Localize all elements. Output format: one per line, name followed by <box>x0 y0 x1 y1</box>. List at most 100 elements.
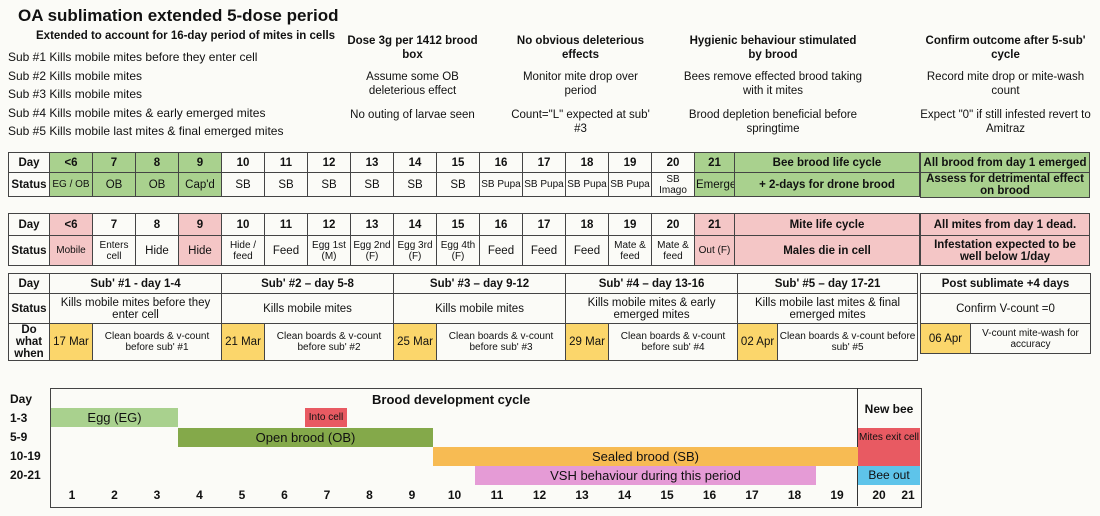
status-label: Status <box>8 293 50 324</box>
axis-tick-label: 10 <box>447 488 462 502</box>
sub-day-cell: Sub' #5 – day 17-21 <box>737 273 919 294</box>
note-heading: No obvious deleterious effects <box>516 35 645 61</box>
note-line: Brood depletion beneficial before spring… <box>688 109 858 135</box>
day-cell: <6 <box>49 213 93 236</box>
day-cell: 17 <box>522 152 566 173</box>
axis-tick-label: 1 <box>68 488 76 502</box>
day-cell: 21 <box>694 152 735 173</box>
note-line: Assume some OB deleterious effect <box>366 71 459 97</box>
day-cell: 19 <box>608 152 652 173</box>
status-cell: Emerge <box>694 172 735 197</box>
note-heading: Hygienic behaviour stimulated by brood <box>689 35 857 61</box>
sub-item: Sub #3 Kills mobile mites <box>8 87 143 101</box>
mites-exit-bar: Mites exit cell <box>858 428 920 466</box>
day-cell: 10 <box>221 152 265 173</box>
post-day-cell: Post sublimate +4 days <box>919 273 1092 294</box>
axis-tick-label: 14 <box>617 488 632 502</box>
day-cell: 13 <box>350 213 394 236</box>
sub-status-cell: Kills mobile mites before they enter cel… <box>48 293 223 324</box>
mite-outcome-line: Infestation expected to be well below 1/… <box>920 235 1090 266</box>
sub-item: Sub #4 Kills mobile mites & early emerge… <box>8 105 266 120</box>
bee-out-bar: Bee out <box>858 466 920 485</box>
sealed-brood-bar: Sealed brood (SB) <box>433 447 858 466</box>
status-cell: Feed <box>522 235 566 266</box>
sub-status-cell: Kills mobile mites & early emerged mites <box>565 293 739 324</box>
status-cell: Hide <box>135 235 179 266</box>
note-line: No outing of larvae seen <box>350 109 475 121</box>
brood-chart-frame <box>50 388 922 508</box>
note-line: Count="L" expected at sub' #3 <box>511 109 650 135</box>
axis-tick-label: 13 <box>575 488 589 502</box>
axis-tick-label: 16 <box>702 488 717 502</box>
sub-action-cell: Clean boards & v-count before sub' #3 <box>436 323 567 361</box>
sub-date-cell: 25 Mar <box>393 323 438 361</box>
status-cell: SB Pupa <box>479 172 523 197</box>
day-cell: 15 <box>436 213 480 236</box>
day-cell: 16 <box>479 152 523 173</box>
status-cell: Out (F) <box>694 235 735 266</box>
brood-life-table: Day <6 7 8 9 10 11 12 13 14 15 16 17 18 … <box>8 152 920 197</box>
day-cell: 9 <box>178 213 222 236</box>
vsh-bar: VSH behaviour during this period <box>475 466 816 485</box>
status-cell: Enters cell <box>92 235 136 266</box>
status-cell: SB <box>393 172 437 197</box>
day-cell: 8 <box>135 213 179 236</box>
note-dose: Dose 3g per 1412 brood box Assume some O… <box>345 34 480 132</box>
axis-tick-label: 21 <box>901 488 915 502</box>
sub-status-cell: Kills mobile last mites & final emerged … <box>737 293 919 324</box>
note-hygienic: Hygienic behaviour stimulated by brood B… <box>683 34 863 146</box>
sub-date-cell: 29 Mar <box>565 323 610 361</box>
axis-tick-label: 17 <box>745 488 759 502</box>
new-bee-label: New bee <box>864 402 914 416</box>
when-label: Do what when <box>8 323 50 361</box>
post-action-cell: V-count mite-wash for accuracy <box>969 323 1092 354</box>
day-cell: 19 <box>608 213 652 236</box>
note-heading: Confirm outcome after 5-sub' cycle <box>925 35 1086 61</box>
status-cell: SB Pupa <box>565 172 609 197</box>
page-subtitle: Extended to account for 16-day period of… <box>36 30 336 42</box>
axis-tick-label: 11 <box>490 488 504 502</box>
day-cell: 7 <box>92 213 136 236</box>
sub-status-cell: Kills mobile mites <box>221 293 395 324</box>
day-cell: 14 <box>393 213 437 236</box>
day-cell: 21 <box>694 213 735 236</box>
axis-tick-label: 12 <box>532 488 547 502</box>
sub-action-cell: Clean boards & v-count before sub' #2 <box>264 323 395 361</box>
axis-tick-label: 3 <box>153 488 161 502</box>
axis-tick-label: 8 <box>366 488 373 502</box>
sub-action-cell: Clean boards & v-count before sub' #1 <box>91 323 223 361</box>
day-cell: 10 <box>221 213 265 236</box>
status-cell: Egg 1st (M) <box>307 235 351 266</box>
egg-bar: Egg (EG) <box>51 408 178 427</box>
brood-row-label: 20-21 <box>10 468 41 482</box>
note-line: Record mite drop or mite-wash count <box>926 71 1085 97</box>
day-cell: 7 <box>92 152 136 173</box>
day-cell: 15 <box>436 152 480 173</box>
axis-tick-label: 19 <box>830 488 844 502</box>
day-cell: 14 <box>393 152 437 173</box>
note-heading: Dose 3g per 1412 brood box <box>347 35 478 61</box>
day-label: Day <box>8 152 50 173</box>
into-cell-bar: Into cell <box>305 408 347 427</box>
brood-day-label: Day <box>10 392 33 406</box>
post-date-cell: 06 Apr <box>920 323 971 354</box>
brood-row-label: 5-9 <box>10 430 28 444</box>
sub-day-cell: Sub' #3 – day 9-12 <box>393 273 567 294</box>
note-line: Expect "0" if still infested revert to A… <box>920 109 1091 135</box>
status-cell: Hide <box>178 235 222 266</box>
sub-status-cell: Kills mobile mites <box>393 293 567 324</box>
axis-tick-label: 9 <box>408 488 416 502</box>
status-cell: Mate & feed <box>651 235 695 266</box>
day-cell: <6 <box>49 152 93 173</box>
day-cell: 9 <box>178 152 222 173</box>
status-cell: SB <box>264 172 308 197</box>
status-cell: OB <box>135 172 179 197</box>
schedule-table: Day Sub' #1 - day 1-4 Sub' #2 – day 5-8 … <box>8 273 919 361</box>
status-cell: SB <box>350 172 394 197</box>
day-label: Day <box>8 273 50 294</box>
status-cell: SB Pupa <box>608 172 652 197</box>
brood-outcome-table: All brood from day 1 emerged Assess for … <box>920 152 1090 198</box>
status-cell: SB Pupa <box>522 172 566 197</box>
sub-action-cell: Clean boards & v-count before sub' #5 <box>777 323 919 361</box>
sub-list: Sub #1 Kills mobile mites before they en… <box>8 48 283 141</box>
